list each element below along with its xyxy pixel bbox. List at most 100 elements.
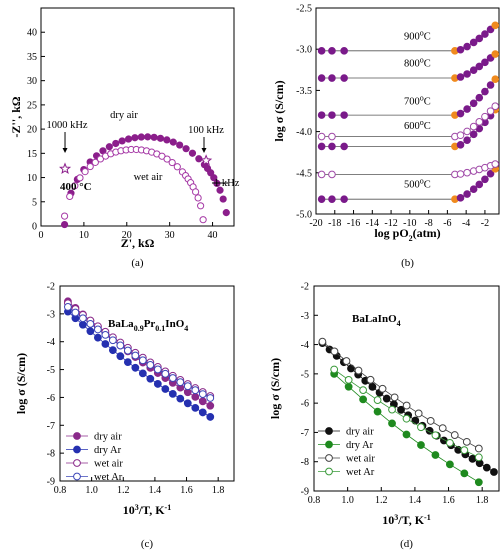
d-xtick-label: 1.0 [341,495,354,506]
d-legend-label: dry Ar [346,440,374,451]
a-arrowhead [201,148,207,153]
d-xtick-label: 1.6 [442,495,455,506]
b-point [317,111,326,119]
a-point [182,145,190,153]
a-point [86,162,94,171]
b-xtick-label: -18 [328,218,341,229]
c-title-part: InO [165,318,184,330]
c-point [71,308,80,317]
a-point [137,133,145,141]
d-caption: (d) [400,538,413,550]
c-caption: (c) [141,538,154,550]
a-point [112,139,120,148]
b-point [463,168,471,177]
a-point [188,149,197,157]
b-point [317,142,326,151]
a-point [76,174,84,182]
c-xlabel-part: /T, K [138,503,165,517]
c-legend-marker [73,432,81,440]
b-point [328,132,336,141]
c-series [64,302,215,402]
d-legend-marker [325,440,333,449]
b-isotherm [317,21,500,55]
a-ylabel: -Z'', kΩ [9,96,23,137]
d-point [359,395,368,404]
c-point [93,325,102,334]
c-xtick-label: 1.4 [149,485,162,496]
b-point [340,195,348,203]
b-label-temp-part: o [420,28,424,37]
b-point [481,87,489,96]
d-point [388,419,396,428]
b-point [481,30,489,38]
d-point [431,431,440,440]
d-xtick-label: 1.2 [375,495,388,506]
c-ytick-label: -2 [47,282,55,293]
b-label-temp-part: 600 [404,121,420,132]
b-point [340,111,348,119]
b-xtick-label: -8 [424,218,432,229]
c-point [78,314,87,323]
d-ytick-label: -3 [301,311,309,322]
c-ytick-label: -7 [47,421,55,432]
d-point [368,382,377,391]
b-point [328,195,336,203]
d-legend-marker [325,454,333,462]
c-point [191,392,200,401]
c-point [161,385,170,393]
c-legend-label: dry air [94,432,122,443]
b-label-temp: 500oC [404,177,431,191]
b-label-temp-part: C [424,121,431,132]
a-point [150,133,158,141]
a-caption: (a) [131,257,144,269]
b-isotherm [317,160,500,179]
b-label-temp-part: 500 [404,180,420,191]
c-point [138,369,147,378]
b-point [469,66,478,74]
b-point [481,175,489,184]
d-xtick-label: 1.4 [409,495,422,506]
c-ytick-label: -9 [47,477,55,488]
b-point [317,170,326,179]
a-point [207,169,215,177]
b-isotherm [317,165,500,203]
c-title-part: BaLa [108,318,134,330]
c-legend-label: dry Ar [94,445,122,456]
c-point [168,389,177,398]
d-ytick-label: -7 [301,428,309,439]
c-point [146,374,155,383]
b-point [456,73,465,81]
b-label-temp: 900oC [404,28,431,42]
b-xlabel-part: log pO [374,226,408,240]
b-ytick-label: -3.5 [296,86,312,97]
c-legend-marker [73,459,81,467]
b-point [486,25,495,34]
b-point [475,62,484,71]
d-title: BaLaInO4 [352,313,401,328]
b-label-temp-part: C [424,59,431,70]
d-point [344,382,353,391]
b-point [456,141,465,149]
c-xtick-label: 1.0 [85,485,98,496]
b-ytick-label: -2.5 [296,4,312,15]
c-point [176,394,185,403]
b-label-temp: 800oC [404,56,431,70]
b-point [317,195,326,203]
c-xlabel: 103/T, K-1 [123,503,171,517]
d-point [390,393,399,402]
b-label-temp-part: 700 [404,96,420,107]
a-arrowhead [62,148,68,153]
d-point [342,357,351,365]
c-point [198,390,207,398]
d-point [490,468,498,476]
d-series [330,365,483,462]
b-xtick-label: -4 [462,218,470,229]
d-point [373,407,382,416]
a-point [156,134,165,142]
b-point [328,142,336,151]
c-point [153,365,162,374]
d-point [366,375,375,384]
d-xlabel-part: /T, K [397,513,424,527]
c-point [206,394,215,402]
c-point [206,401,215,410]
